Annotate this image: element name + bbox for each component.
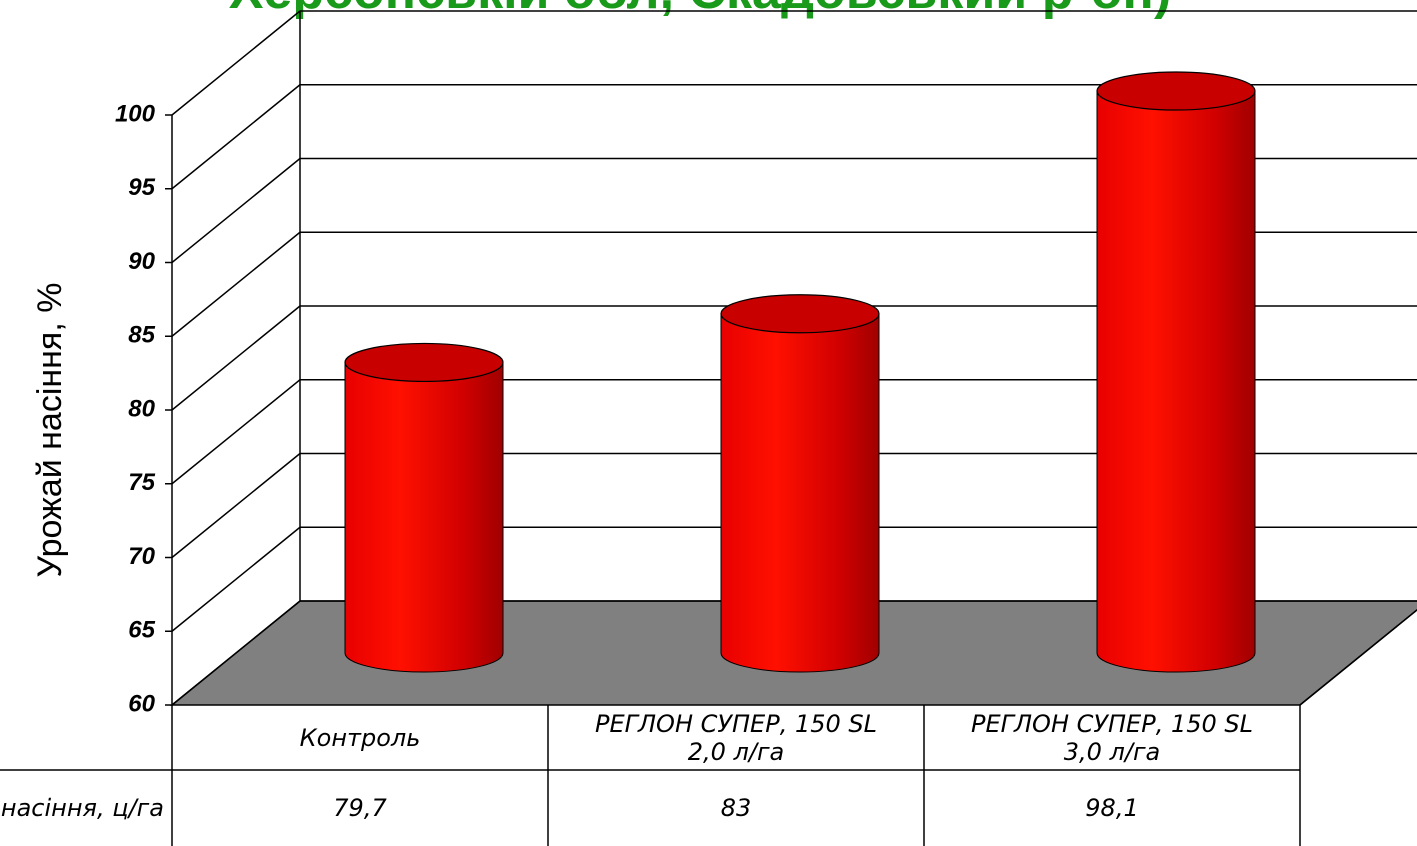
grid-line: [171, 10, 301, 116]
y-tick-label: 70: [128, 543, 155, 570]
value-label: 98,1: [1085, 794, 1139, 822]
y-tick-label: 95: [128, 174, 155, 201]
y-tick-label: 75: [128, 469, 155, 496]
bar-top: [344, 342, 504, 383]
chart-title: Херсонській обл, Скадовський р-он): [229, 0, 1172, 20]
category-label: РЕГЛОН СУПЕР, 150 SL 2,0 л/га: [595, 709, 877, 766]
grid-line: [171, 526, 301, 632]
y-tick-label: 90: [128, 248, 155, 275]
bar: [720, 313, 880, 673]
grid-line: [171, 452, 301, 559]
grid-line: [171, 379, 301, 485]
bar-top: [1096, 71, 1256, 111]
y-tick-label: 60: [128, 690, 155, 717]
floor-edge: [1299, 608, 1417, 706]
bar: [344, 361, 504, 673]
y-tick-label: 80: [128, 395, 155, 422]
table-row-label: Урожай насіння, ц/га: [0, 794, 164, 822]
category-label: РЕГЛОН СУПЕР, 150 SL 3,0 л/га: [971, 709, 1253, 766]
value-label: 79,7: [333, 794, 387, 822]
grid-line: [171, 600, 301, 706]
grid-line: [171, 84, 301, 190]
grid-line: [171, 231, 301, 337]
y-tick-label: 85: [128, 322, 155, 349]
value-label: 83: [720, 794, 752, 822]
y-axis-label: Урожай насіння, %: [31, 283, 69, 578]
grid-line: [171, 157, 301, 264]
grid-line: [171, 305, 301, 411]
y-tick-label: 100: [115, 100, 156, 127]
y-tick-label: 65: [128, 617, 155, 644]
bar: [1096, 90, 1256, 673]
bar-top: [720, 294, 880, 334]
category-label: Контроль: [299, 723, 421, 752]
